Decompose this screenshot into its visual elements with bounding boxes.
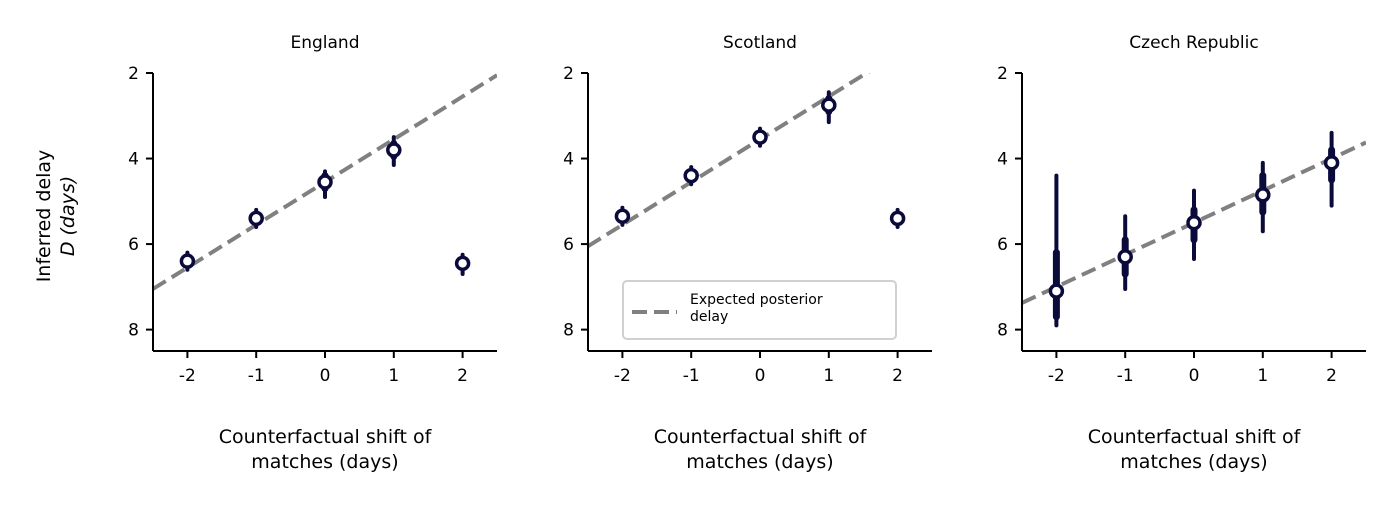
x-tick-label: -2 <box>614 366 631 386</box>
median-point <box>454 255 471 272</box>
x-axis-label-line: matches (days) <box>251 451 398 473</box>
panel-title: Scotland <box>723 33 797 53</box>
x-tick-label: 2 <box>1326 366 1337 386</box>
x-tick-label: -1 <box>248 366 265 386</box>
y-tick-label: 6 <box>997 235 1008 255</box>
panel-title: Czech Republic <box>1129 33 1258 53</box>
x-axis-label-line: Counterfactual shift of <box>219 426 433 448</box>
x-axis-label-line: matches (days) <box>686 451 833 473</box>
x-axis-label-line: matches (days) <box>1120 451 1267 473</box>
y-tick-label: 2 <box>128 64 139 84</box>
x-tick-label: 1 <box>1257 366 1268 386</box>
median-point <box>248 210 264 227</box>
median-point <box>1323 155 1340 171</box>
x-tick-label: -2 <box>179 366 196 386</box>
x-tick-label: 0 <box>755 366 766 386</box>
x-axis-label-line: Counterfactual shift of <box>1088 426 1302 448</box>
x-axis-label-line: Counterfactual shift of <box>654 426 868 448</box>
median-point <box>386 142 402 158</box>
x-tick-label: 2 <box>892 366 903 386</box>
legend-label-line: delay <box>690 309 728 325</box>
median-point <box>1048 283 1065 299</box>
x-tick-label: -1 <box>683 366 700 386</box>
median-point <box>752 129 768 145</box>
median-point <box>614 208 631 225</box>
panel-0: England 2 4 6 8 -2 -1 0 1 2 Counterfactual shift o… <box>128 33 497 473</box>
panel-title: England <box>290 33 359 53</box>
x-tick-label: 1 <box>388 366 399 386</box>
x-tick-label: -2 <box>1048 366 1065 386</box>
legend-box <box>622 280 897 340</box>
panels: England 2 4 6 8 -2 -1 0 1 2 Counterfactual shift o… <box>128 33 1366 473</box>
y-tick-label: 4 <box>128 150 139 170</box>
x-tick-label: 1 <box>823 366 834 386</box>
y-tick-label: 4 <box>563 150 574 170</box>
x-tick-label: 2 <box>457 366 468 386</box>
y-tick-label: 2 <box>997 64 1008 84</box>
x-tick-label: 0 <box>320 366 331 386</box>
median-point <box>821 97 837 113</box>
panel-2: Czech Republic 2 4 6 8 -2 -1 0 1 2 Counterfactual … <box>997 33 1366 473</box>
y-tick-label: 4 <box>997 150 1008 170</box>
y-tick-label: 8 <box>563 321 574 341</box>
y-tick-label: 8 <box>128 321 139 341</box>
median-point <box>1117 249 1133 265</box>
y-axis-label-group: Inferred delay D (days) <box>33 150 79 283</box>
y-axis-label-line2: D (days) <box>57 176 79 256</box>
y-tick-label: 6 <box>563 235 574 255</box>
median-point <box>1255 187 1271 203</box>
median-point <box>1186 214 1202 231</box>
median-point <box>889 210 906 227</box>
median-point <box>179 253 196 269</box>
y-tick-label: 2 <box>563 64 574 84</box>
x-tick-label: 0 <box>1189 366 1200 386</box>
y-tick-label: 8 <box>997 321 1008 341</box>
legend-label-line: Expected posterior <box>690 292 823 308</box>
y-tick-label: 6 <box>128 235 139 255</box>
panel-1: Scotland 2 4 6 8 -2 -1 0 1 2 Counterfactual shift … <box>563 33 932 473</box>
y-axis-label-line1: Inferred delay <box>33 150 55 283</box>
median-point <box>317 174 333 190</box>
median-point <box>683 167 699 184</box>
x-tick-label: -1 <box>1117 366 1134 386</box>
